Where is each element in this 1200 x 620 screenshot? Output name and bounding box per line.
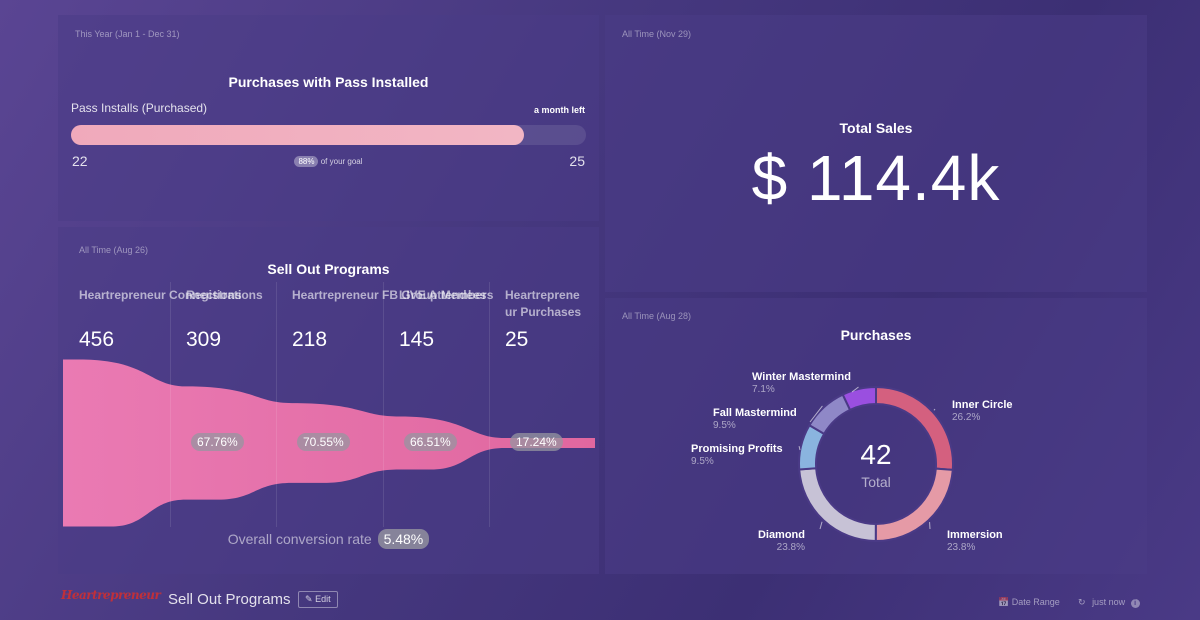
funnel-stage-value: 145 (399, 328, 435, 351)
donut-slice-label: Winter Mastermind (752, 371, 851, 383)
donut-slice-percent: 9.5% (713, 420, 736, 431)
goal-percent: 88% of your goal (58, 156, 599, 167)
funnel-stage-label: Heartrepreneur Connections (79, 288, 242, 302)
donut-chart: Inner Circle26.2%Immersion23.8%Diamond23… (691, 371, 1013, 553)
progress-bar-track (71, 125, 586, 145)
refresh-icon: ↻ (1078, 597, 1086, 607)
donut-leader-line (933, 408, 936, 411)
time-left: a month left (534, 105, 585, 115)
goal-percent-suffix: of your goal (320, 157, 363, 166)
calendar-icon: 📅 (998, 597, 1010, 607)
edit-icon: ✎ (305, 594, 313, 604)
overall-conversion: Overall conversion rate 5.48% (58, 529, 599, 549)
donut-slice-percent: 9.5% (691, 456, 714, 467)
donut-center-label: Total (861, 474, 891, 490)
edit-label: Edit (315, 594, 331, 604)
funnel-divider (170, 282, 171, 527)
date-range-label: Date Range (1011, 597, 1060, 607)
purchases-donut-panel: All Time (Aug 28) Purchases Inner Circle… (605, 298, 1147, 574)
donut-slice[interactable] (841, 385, 877, 412)
donut-slice-label: Promising Profits (691, 443, 783, 455)
donut-center-value: 42 (860, 439, 891, 470)
overall-conversion-label: Overall conversion rate (227, 531, 372, 547)
donut-slice-label: Immersion (947, 529, 1003, 541)
funnel-stage-value: 456 (79, 328, 115, 351)
panel-title: Total Sales (839, 120, 913, 136)
donut-leader-line (851, 386, 859, 393)
panel-period: This Year (Jan 1 - Dec 31) (75, 29, 180, 39)
donut-leader-line (809, 405, 823, 423)
donut-leader-line (798, 446, 801, 451)
goal-progress-panel: This Year (Jan 1 - Dec 31) Purchases wit… (58, 15, 599, 221)
funnel-stage-value: 309 (186, 328, 222, 351)
panel-title: Purchases with Pass Installed (228, 74, 429, 90)
funnel-panel: All Time (Aug 26) Sell Out Programs Hear… (58, 227, 599, 574)
donut-slice-label: Inner Circle (952, 399, 1013, 411)
panel-period: All Time (Aug 28) (622, 311, 692, 321)
funnel-stage-label: Registrations (186, 288, 263, 302)
total-sales-value: $ 114.4k (751, 142, 1001, 214)
panel-title: Sell Out Programs (267, 261, 390, 277)
dashboard-title: Sell Out Programs (168, 591, 291, 608)
goal-percent-badge: 88% (294, 156, 319, 167)
progress-start-value: 22 (72, 153, 88, 169)
donut-slice-percent: 23.8% (777, 542, 805, 553)
funnel-stage-label: LIVE Attendees (399, 288, 487, 302)
conversion-rate-badge: 70.55% (297, 433, 350, 451)
company-logo: Heartrepreneur (61, 588, 161, 602)
conversion-rate-badge: 66.51% (404, 433, 457, 451)
overall-conversion-badge: 5.48% (377, 529, 430, 549)
donut-slice-percent: 7.1% (752, 384, 775, 395)
funnel-divider (489, 282, 490, 527)
conversion-rate-badge: 17.24% (510, 433, 563, 451)
funnel-divider (383, 282, 384, 527)
dashboard-footer: Heartrepreneur Sell Out Programs ✎ Edit … (0, 578, 1200, 620)
panel-period: All Time (Nov 29) (622, 29, 692, 39)
edit-button[interactable]: ✎ Edit (298, 591, 338, 608)
date-range-button[interactable]: 📅 Date Range (998, 597, 1060, 608)
progress-goal-value: 25 (569, 153, 585, 169)
funnel-stage-label: Heartreprene ur Purchases (505, 288, 582, 319)
info-icon[interactable]: i (1130, 599, 1140, 608)
donut-slice-label: Diamond (758, 529, 805, 541)
refresh-label: just now (1092, 597, 1126, 607)
panel-title: Purchases (840, 327, 912, 343)
donut-slice-percent: 23.8% (947, 542, 975, 553)
metric-label: Pass Installs (Purchased) (71, 101, 208, 115)
donut-slice-percent: 26.2% (952, 412, 980, 423)
conversion-rate-badge: 67.76% (191, 433, 244, 451)
funnel-stage-value: 25 (505, 328, 529, 351)
funnel-stage-value: 218 (292, 328, 328, 351)
panel-period: All Time (Aug 26) (79, 245, 149, 255)
funnel-stage-label: Heartrepreneur FB Group Members (292, 288, 494, 302)
progress-bar-fill (71, 125, 525, 145)
total-sales-panel: All Time (Nov 29) Total Sales $ 114.4k (605, 15, 1147, 292)
donut-slice-label: Fall Mastermind (713, 407, 797, 419)
refresh-status[interactable]: ↻ just now i (1078, 597, 1140, 608)
funnel-chart (63, 359, 595, 527)
donut-leader-line (819, 521, 823, 530)
funnel-divider (276, 282, 277, 527)
